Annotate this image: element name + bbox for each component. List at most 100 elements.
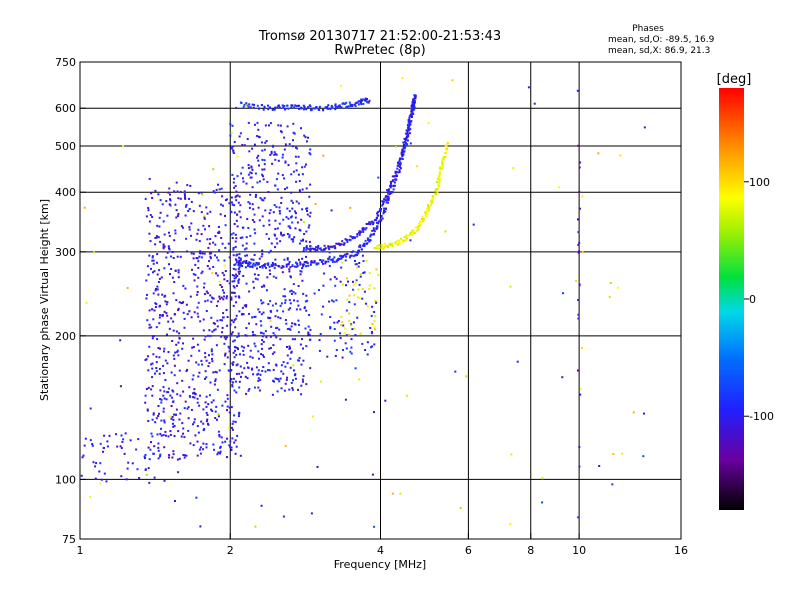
data-point (226, 456, 228, 459)
data-point (155, 370, 158, 373)
data-point (275, 364, 278, 367)
data-point (249, 171, 252, 174)
data-point (196, 425, 199, 427)
data-point (296, 263, 299, 265)
data-point (577, 144, 580, 147)
data-point (163, 245, 166, 248)
data-point (310, 260, 313, 263)
data-point (253, 386, 256, 389)
data-point (366, 353, 369, 356)
data-point (282, 106, 285, 109)
data-point (256, 373, 259, 376)
x-tick-label: 10 (572, 544, 586, 557)
data-point (383, 211, 385, 214)
data-point (196, 285, 199, 288)
data-point (308, 240, 311, 243)
data-point (307, 331, 310, 334)
data-point (257, 379, 260, 382)
data-point (268, 237, 270, 240)
data-points (80, 77, 646, 528)
data-point (361, 254, 364, 257)
data-point (192, 337, 195, 340)
data-point (426, 213, 429, 216)
data-point (273, 151, 276, 154)
data-point (283, 148, 286, 151)
data-point (393, 181, 396, 184)
data-point (232, 181, 235, 184)
data-point (309, 247, 312, 250)
data-point (253, 103, 256, 106)
data-point (355, 279, 358, 282)
data-point (274, 158, 277, 161)
data-point (231, 203, 234, 206)
data-point (276, 242, 279, 245)
data-point (283, 258, 286, 261)
data-point (335, 260, 338, 263)
data-point (159, 432, 162, 435)
data-point (145, 215, 148, 218)
data-point (157, 442, 160, 445)
data-point (432, 196, 435, 199)
data-point (347, 105, 350, 108)
data-point (212, 168, 215, 171)
data-point (221, 331, 223, 334)
data-point (268, 106, 271, 109)
data-point (337, 259, 340, 262)
data-point (367, 101, 370, 104)
data-point (214, 378, 217, 381)
data-point (287, 217, 290, 220)
data-point (274, 302, 277, 305)
data-point (213, 383, 216, 386)
data-point (611, 483, 614, 486)
data-point (169, 199, 172, 202)
data-point (159, 398, 162, 400)
data-point (226, 295, 228, 298)
data-point (437, 183, 440, 186)
data-point (155, 355, 158, 358)
data-point (357, 296, 359, 299)
data-point (261, 215, 264, 218)
data-point (404, 139, 407, 141)
data-point (245, 392, 248, 395)
data-point (94, 477, 97, 480)
data-point (305, 230, 308, 233)
data-point (392, 188, 395, 191)
data-point (262, 340, 265, 343)
data-point (214, 370, 217, 373)
data-point (442, 158, 445, 161)
data-point (231, 280, 234, 283)
data-point (162, 434, 165, 437)
data-point (257, 377, 260, 380)
data-point (327, 104, 330, 107)
data-point (236, 213, 238, 216)
data-point (269, 273, 272, 275)
data-point (353, 103, 356, 106)
data-point (290, 381, 293, 384)
data-point (302, 265, 305, 268)
data-point (254, 123, 256, 126)
data-point (347, 280, 349, 283)
data-point (161, 203, 164, 206)
data-point (294, 377, 297, 380)
data-point (346, 105, 349, 108)
data-point (229, 323, 232, 326)
data-point (323, 244, 326, 247)
data-point (257, 128, 260, 131)
data-point (230, 196, 233, 199)
data-point (158, 269, 161, 272)
data-point (227, 369, 230, 372)
x-tick-label: 8 (527, 544, 534, 557)
data-point (300, 218, 303, 221)
data-point (282, 218, 285, 221)
data-point (122, 438, 125, 441)
data-point (84, 437, 87, 440)
data-point (254, 232, 257, 235)
data-point (209, 294, 212, 297)
data-point (190, 252, 193, 255)
data-point (282, 372, 285, 375)
data-point (233, 204, 236, 207)
data-point (172, 354, 175, 357)
data-point (397, 171, 400, 174)
data-point (209, 255, 212, 258)
data-point (292, 201, 294, 204)
